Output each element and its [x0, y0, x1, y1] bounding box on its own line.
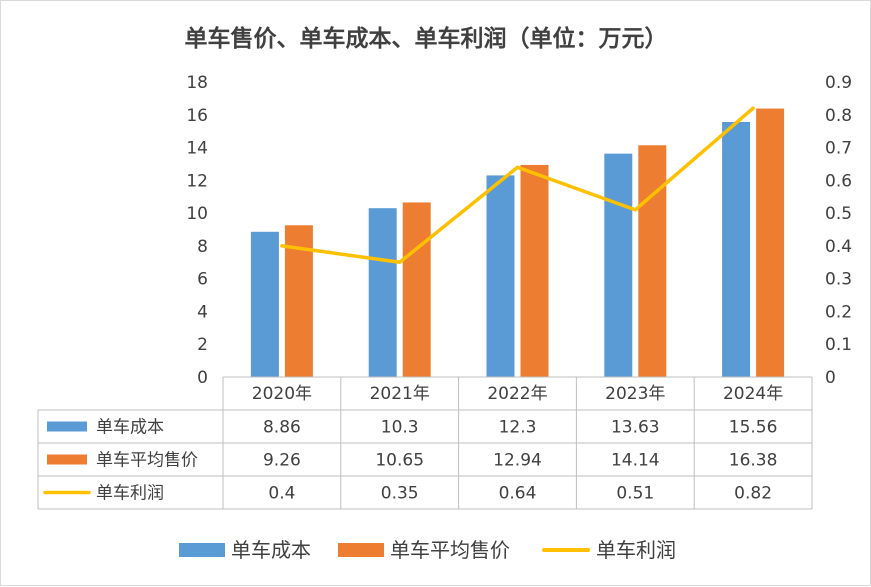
- left-axis-tick-label: 16: [186, 106, 208, 126]
- profit-line-path: [280, 106, 755, 265]
- profit-point: [280, 244, 284, 248]
- right-axis-tick-label: 0.1: [825, 335, 852, 355]
- legend: 单车成本 单车平均售价 单车利润: [179, 538, 676, 562]
- category-label: 2021年: [370, 384, 430, 404]
- table-series-name: 单车利润: [96, 484, 164, 504]
- table-cell: 12.3: [499, 418, 537, 438]
- profit-point: [516, 165, 519, 169]
- table-cell: 10.3: [381, 418, 419, 438]
- right-axis-tick-label: 0.7: [825, 139, 852, 159]
- table-cell: 10.65: [375, 451, 424, 471]
- bar-cost: [250, 231, 279, 377]
- table-cell: 0.4: [268, 484, 295, 504]
- category-label: 2020年: [252, 384, 312, 404]
- category-label: 2024年: [723, 384, 783, 404]
- left-axis-tick-label: 18: [186, 73, 208, 93]
- legend-key: [179, 543, 225, 557]
- right-axis-tick-label: 0.5: [825, 204, 852, 224]
- legend-label: 单车成本: [231, 538, 311, 562]
- bar-price: [638, 145, 667, 377]
- legend-label: 单车利润: [596, 538, 676, 562]
- table-cell: 9.26: [263, 451, 301, 471]
- table-cell: 0.35: [381, 484, 419, 504]
- table-cell: 12.94: [493, 451, 542, 471]
- left-axis-tick-label: 4: [197, 302, 208, 322]
- table-cell: 0.51: [616, 484, 654, 504]
- bar-price: [756, 108, 785, 378]
- table-cell: 14.14: [611, 451, 660, 471]
- right-axis-tick-label: 0.2: [825, 302, 852, 322]
- table-cell: 8.86: [263, 418, 301, 438]
- bar-price: [402, 202, 431, 377]
- left-axis-tick-label: 12: [186, 171, 208, 191]
- profit-line: [280, 106, 755, 265]
- table-cell: 0.64: [499, 484, 537, 504]
- table-cell: 13.63: [611, 418, 660, 438]
- category-label: 2022年: [487, 384, 547, 404]
- left-axis-tick-label: 6: [197, 270, 208, 290]
- right-axis-tick-label: 0.4: [825, 237, 852, 257]
- bar-cost: [604, 153, 633, 377]
- table-cell: 15.56: [729, 418, 778, 438]
- table-series-name: 单车平均售价: [96, 451, 198, 471]
- left-axis-tick-label: 10: [186, 204, 208, 224]
- right-axis-tick-label: 0.6: [825, 171, 852, 191]
- left-axis-tick-label: 8: [197, 237, 208, 257]
- right-axis-tick-label: 0.3: [825, 270, 852, 290]
- table-legend-key: [47, 454, 87, 465]
- bar-cost: [368, 208, 397, 377]
- right-axis-tick-label: 0: [825, 368, 836, 388]
- table-cell: 16.38: [729, 451, 778, 471]
- legend-label: 单车平均售价: [390, 538, 510, 562]
- bar-cost: [722, 121, 751, 377]
- bar-price: [520, 164, 549, 377]
- legend-key: [338, 543, 384, 557]
- chart-title: 单车售价、单车成本、单车利润（单位：万元）: [185, 25, 668, 52]
- left-axis-tick-label: 2: [197, 335, 208, 355]
- profit-point: [751, 106, 755, 110]
- table-series-name: 单车成本: [96, 418, 164, 438]
- profit-point: [633, 208, 637, 212]
- left-axis-tick-label: 0: [197, 368, 208, 388]
- left-axis-tick-label: 14: [186, 139, 208, 159]
- profit-point: [398, 260, 402, 264]
- right-axis-tick-label: 0.8: [825, 106, 852, 126]
- bar-cost: [486, 175, 515, 377]
- axes: 0 2 4 6 8 10 12 14 16 18 0 0.1 0.2 0.3 0.4 0.5 0.6 0.7 0.8…: [186, 73, 852, 388]
- table-legend-key: [47, 421, 87, 432]
- category-label: 2023年: [605, 384, 665, 404]
- table-cell: 0.82: [734, 484, 772, 504]
- right-axis-tick-label: 0.9: [825, 73, 852, 93]
